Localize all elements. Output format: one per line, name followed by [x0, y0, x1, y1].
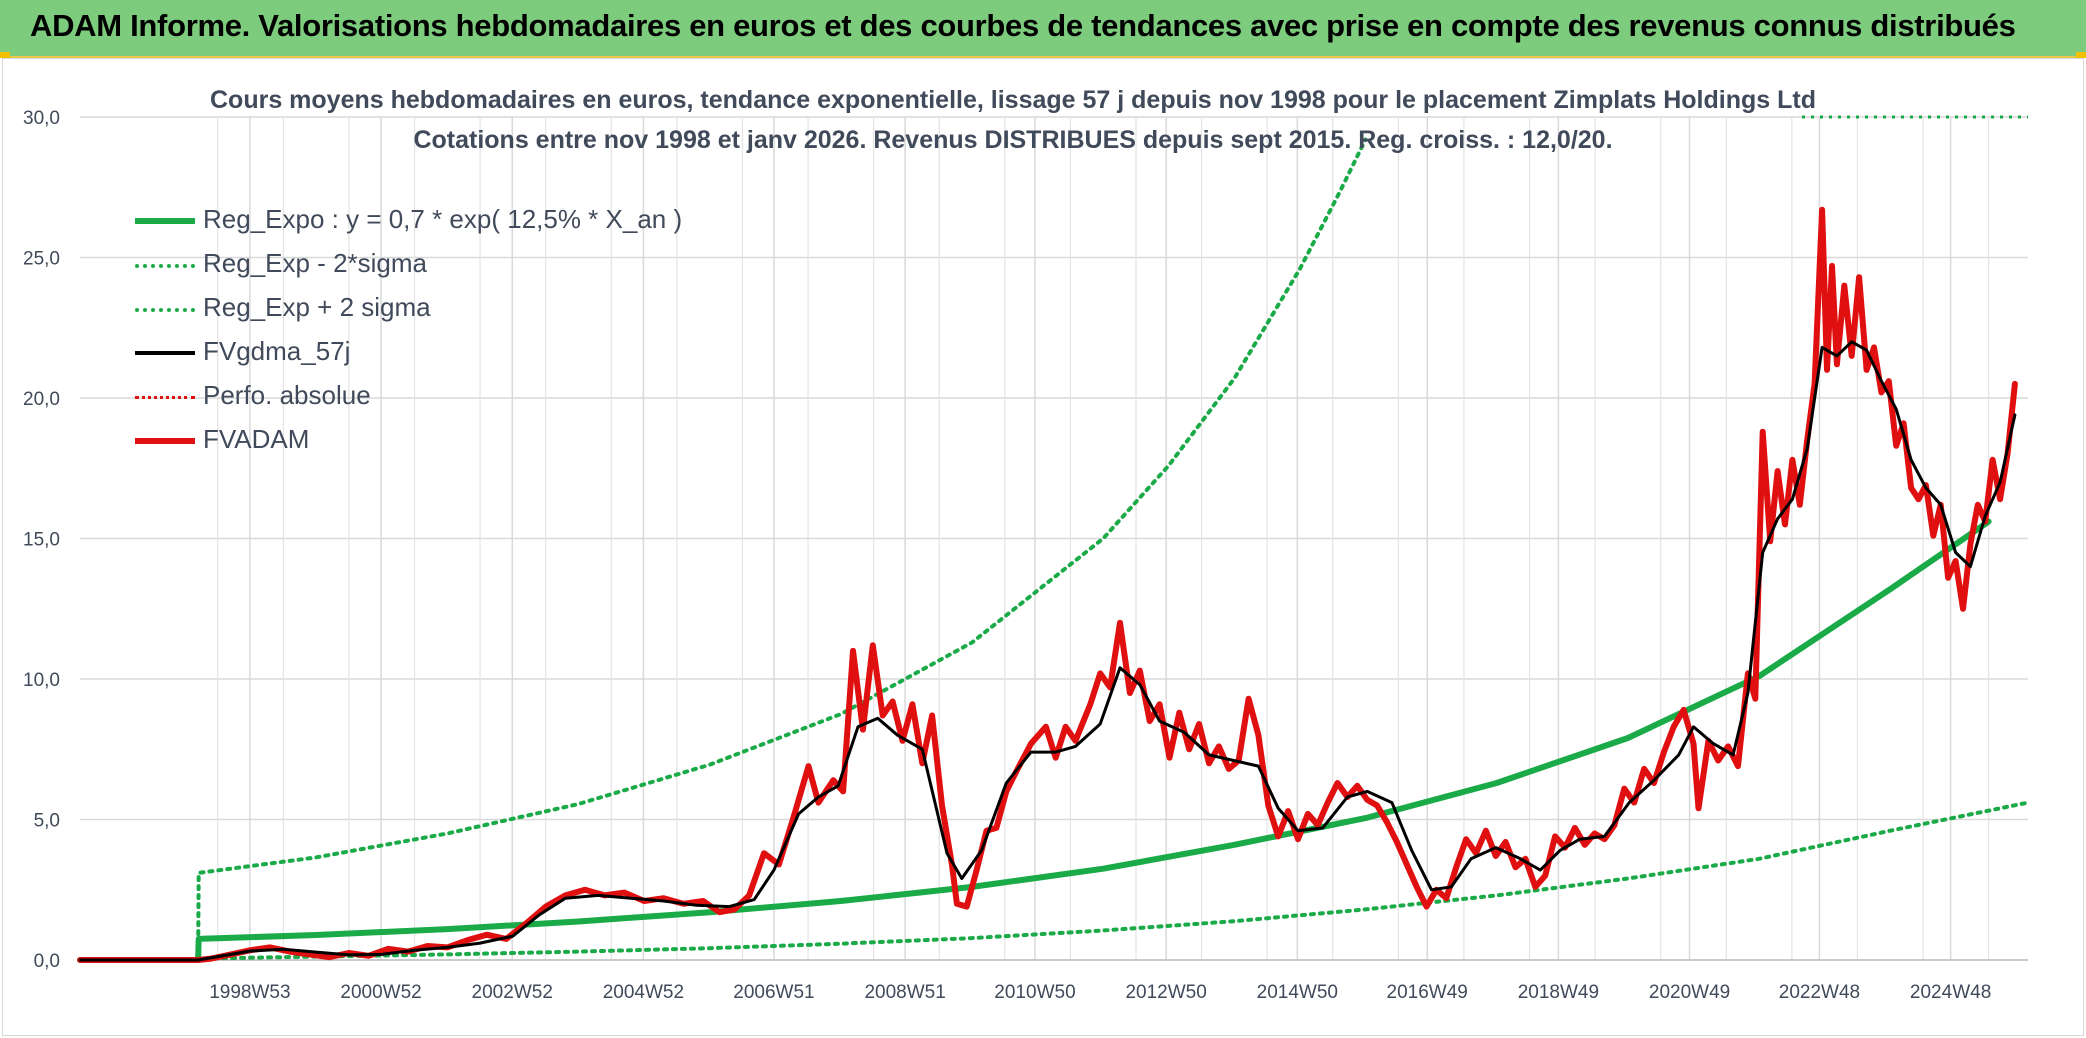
series-line-low [78, 800, 2030, 962]
x-axis: 1998W53 2000W52 2002W52 2004W52 2006W51 2008W… [209, 982, 1991, 1003]
chart-legend: Reg_Expo : y = 0,7 * exp( 12,5% * X_an )… [135, 200, 735, 464]
legend-swatch-reg-expo [135, 218, 195, 224]
grid-lines [80, 116, 2028, 961]
legend-item-sma: FVgdma_57j [135, 332, 735, 376]
legend-label-reg-low: Reg_Exp - 2*sigma [203, 248, 427, 278]
x-tick-label: 2006W51 [733, 982, 814, 1003]
corner-accent-left [0, 52, 10, 58]
y-tick-label: 15,0 [23, 530, 60, 551]
legend-item-fvadam: FVADAM [135, 420, 735, 464]
legend-swatch-reg-high [135, 308, 195, 312]
x-tick-label: 2022W48 [1779, 982, 1860, 1003]
legend-label-perfo: Perfo. absolue [203, 380, 371, 410]
x-tick-label: 2008W51 [864, 982, 945, 1003]
chart-title: Cours moyens hebdomadaires en euros, ten… [210, 86, 1816, 114]
series-line-sma [78, 340, 2017, 962]
chart-frame [2, 58, 2084, 1036]
x-tick-label: 2002W52 [472, 982, 553, 1003]
report-title: ADAM Informe. Valorisations hebdomadaire… [30, 8, 2016, 43]
legend-label-reg-high: Reg_Exp + 2 sigma [203, 292, 431, 322]
x-tick-label: 2020W49 [1649, 982, 1730, 1003]
corner-accent-right [2076, 52, 2086, 58]
legend-label-sma: FVgdma_57j [203, 336, 351, 366]
legend-item-reg-low: Reg_Exp - 2*sigma [135, 244, 735, 288]
y-tick-label: 25,0 [23, 249, 60, 270]
series-line-high [78, 137, 1368, 962]
y-tick-label: 20,0 [23, 389, 60, 410]
legend-swatch-fvadam [135, 438, 195, 444]
x-tick-label: 2000W52 [340, 982, 421, 1003]
x-tick-label: 2018W49 [1518, 982, 1599, 1003]
x-tick-label: 1998W53 [209, 982, 290, 1003]
series-group [77, 115, 2030, 963]
legend-label-fvadam: FVADAM [203, 424, 310, 454]
legend-item-perfo: Perfo. absolue [135, 376, 735, 420]
x-tick-label: 2004W52 [603, 982, 684, 1003]
y-tick-label: 0,0 [34, 951, 60, 972]
y-tick-label: 10,0 [23, 670, 60, 691]
legend-item-reg-high: Reg_Exp + 2 sigma [135, 288, 735, 332]
y-axis: 0,0 5,0 10,0 15,0 20,0 25,0 30,0 [23, 108, 60, 972]
x-tick-label: 2014W50 [1257, 982, 1338, 1003]
y-tick-label: 5,0 [34, 811, 60, 832]
x-tick-label: 2012W50 [1125, 982, 1206, 1003]
x-tick-label: 2010W50 [994, 982, 1075, 1003]
x-tick-label: 2016W49 [1387, 982, 1468, 1003]
chart-subtitle: Cotations entre nov 1998 et janv 2026. R… [413, 126, 1613, 154]
legend-label-reg-expo: Reg_Expo : y = 0,7 * exp( 12,5% * X_an ) [203, 204, 683, 234]
legend-swatch-sma [135, 351, 195, 355]
legend-item-reg-expo: Reg_Expo : y = 0,7 * exp( 12,5% * X_an ) [135, 200, 735, 244]
report-banner: ADAM Informe. Valorisations hebdomadaire… [0, 0, 2086, 58]
legend-swatch-perfo [135, 396, 195, 399]
legend-swatch-reg-low [135, 264, 195, 268]
x-tick-label: 2024W48 [1910, 982, 1991, 1003]
y-tick-label: 30,0 [23, 108, 60, 129]
